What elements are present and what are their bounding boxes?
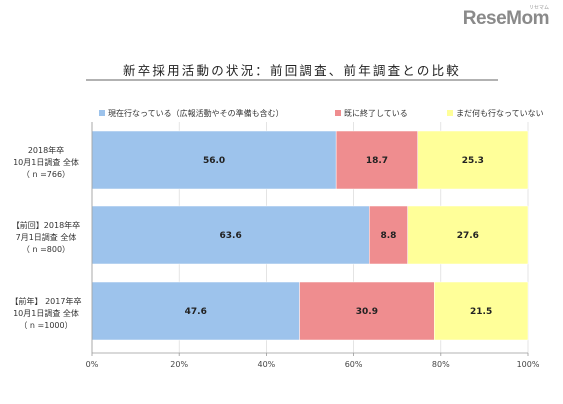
bar-segment: [299, 281, 435, 341]
data-label: 30.9: [356, 307, 378, 317]
category-label: （ n =1000）: [19, 321, 72, 330]
data-label: 25.3: [462, 156, 484, 166]
bar-segment: [369, 205, 408, 265]
x-tick-label: 60%: [345, 360, 363, 369]
category-label: （ n =800）: [22, 245, 70, 254]
x-tick-label: 40%: [258, 360, 276, 369]
bar-segment: [91, 205, 370, 265]
data-label: 21.5: [470, 307, 492, 317]
data-label: 8.8: [381, 231, 397, 241]
category-label: 【前年】 2017年卒: [11, 296, 82, 306]
bar-segment: [434, 281, 529, 341]
bar-segment: [91, 281, 300, 341]
category-label: 2018年卒: [28, 145, 64, 155]
category-label: （ n =766）: [22, 170, 70, 179]
legend-swatch: [99, 110, 105, 116]
x-tick-label: 100%: [517, 360, 540, 369]
legend-label: まだ何も行なっていない: [456, 108, 544, 118]
category-label: 【前回】2018年卒: [12, 220, 80, 230]
data-label: 47.6: [185, 307, 207, 317]
data-label: 63.6: [220, 231, 242, 241]
legend-label: 既に終了している: [344, 108, 408, 118]
chart-title: 新卒採用活動の状況：前回調査、前年調査との比較: [123, 63, 461, 78]
logo-subtext: リセマム: [528, 5, 549, 11]
category-label: 10月1日調査 全体: [13, 157, 79, 167]
x-tick-label: 0%: [86, 360, 99, 369]
legend-label: 現在行なっている（広報活動やその準備も含む）: [108, 108, 284, 118]
x-tick-label: 80%: [432, 360, 450, 369]
legend-swatch: [335, 110, 341, 116]
category-label: 10月1日調査 全体: [13, 308, 79, 318]
bar-segment: [407, 205, 529, 265]
resemom-logo: ReseMom: [462, 8, 550, 29]
data-label: 27.6: [457, 231, 479, 241]
bar-segment: [335, 130, 418, 190]
data-label: 18.7: [366, 156, 388, 166]
x-tick-label: 20%: [170, 360, 188, 369]
category-label: 7月1日調査 全体: [16, 232, 77, 242]
legend-swatch: [447, 110, 453, 116]
data-label: 56.0: [203, 156, 225, 166]
bar-segment: [417, 130, 529, 190]
